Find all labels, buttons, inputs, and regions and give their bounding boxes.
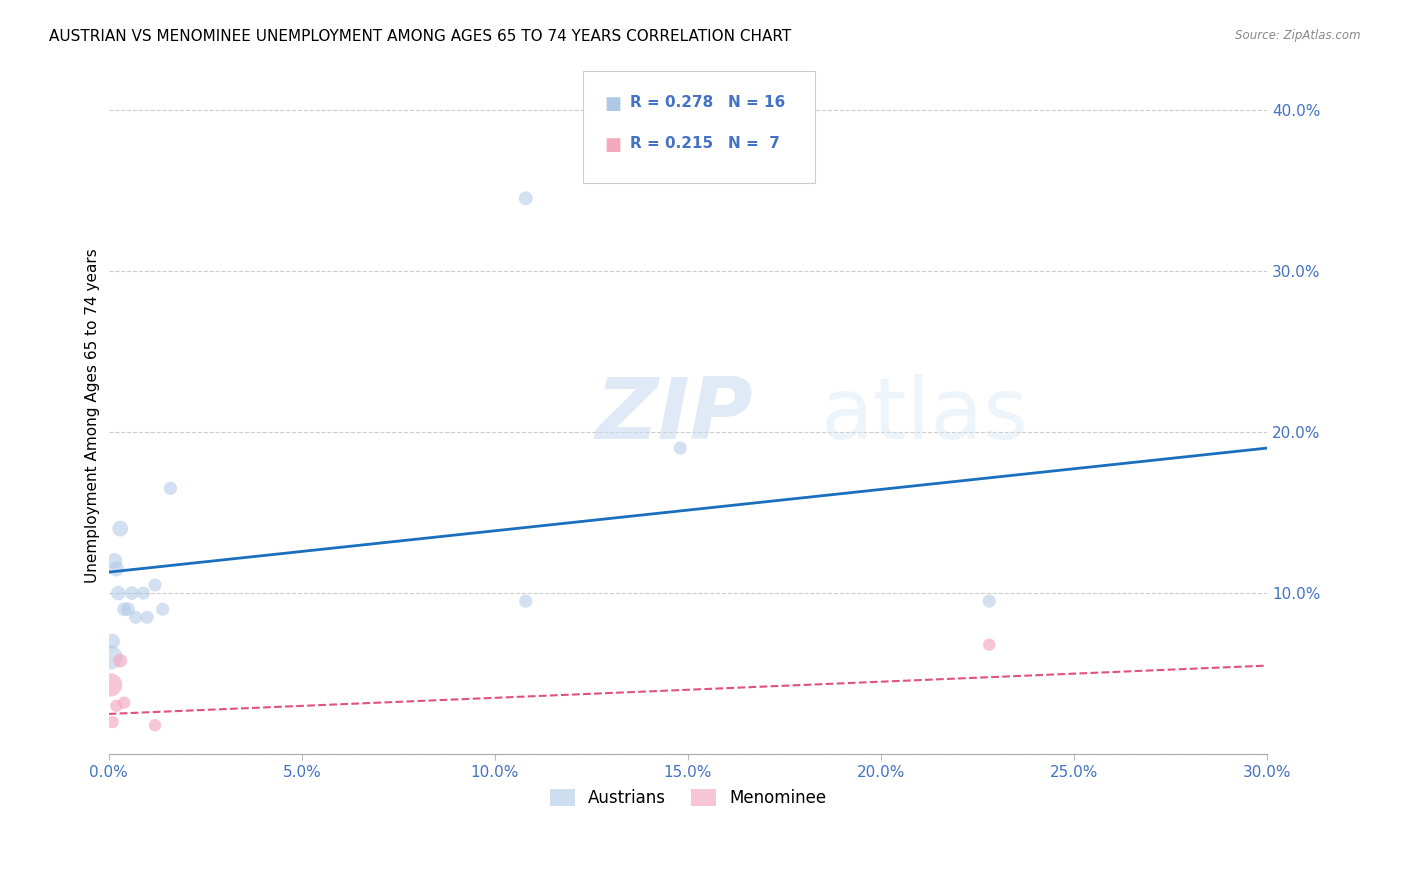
- Point: [100, 650, 122, 665]
- Point: [107, 586, 129, 600]
- Point: [112, 602, 135, 616]
- Point: [103, 554, 125, 568]
- Point: [515, 191, 537, 205]
- Point: [110, 522, 132, 536]
- Point: [110, 654, 132, 668]
- Point: [979, 594, 1001, 608]
- Point: [159, 481, 181, 495]
- Point: [669, 441, 692, 455]
- Point: [105, 698, 128, 713]
- Point: [143, 718, 166, 732]
- Text: Source: ZipAtlas.com: Source: ZipAtlas.com: [1236, 29, 1361, 42]
- Text: N =  7: N = 7: [728, 136, 780, 152]
- Text: atlas: atlas: [821, 375, 1029, 458]
- Text: R = 0.278: R = 0.278: [630, 95, 713, 111]
- Y-axis label: Unemployment Among Ages 65 to 74 years: Unemployment Among Ages 65 to 74 years: [86, 249, 100, 583]
- Text: N = 16: N = 16: [728, 95, 786, 111]
- Text: ZIP: ZIP: [595, 375, 754, 458]
- Point: [121, 586, 143, 600]
- Point: [100, 678, 122, 692]
- Point: [101, 714, 124, 729]
- Point: [143, 578, 166, 592]
- Point: [117, 602, 139, 616]
- Text: ■: ■: [605, 136, 621, 154]
- Point: [152, 602, 174, 616]
- Point: [136, 610, 159, 624]
- Point: [112, 696, 135, 710]
- Point: [979, 638, 1001, 652]
- Point: [132, 586, 155, 600]
- Point: [124, 610, 146, 624]
- Text: AUSTRIAN VS MENOMINEE UNEMPLOYMENT AMONG AGES 65 TO 74 YEARS CORRELATION CHART: AUSTRIAN VS MENOMINEE UNEMPLOYMENT AMONG…: [49, 29, 792, 44]
- Text: R = 0.215: R = 0.215: [630, 136, 713, 152]
- Text: ■: ■: [605, 95, 621, 113]
- Point: [105, 562, 128, 576]
- Point: [515, 594, 537, 608]
- Point: [101, 634, 124, 648]
- Legend: Austrians, Menominee: Austrians, Menominee: [543, 782, 832, 814]
